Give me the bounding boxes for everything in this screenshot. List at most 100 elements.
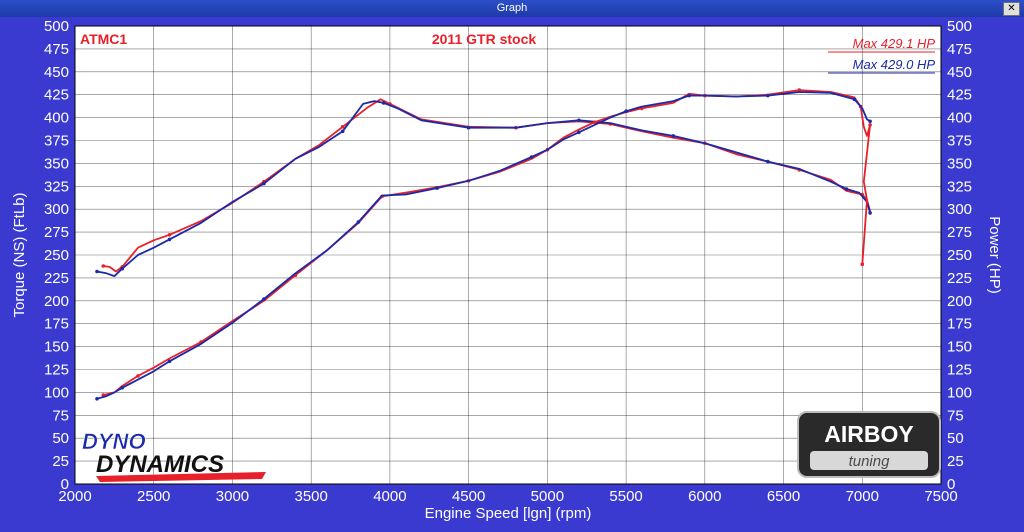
right-y-tick-label: 450 — [947, 64, 972, 81]
data-point-red-power — [136, 374, 140, 378]
series-lines — [95, 88, 872, 401]
data-point-blue-torque — [466, 125, 471, 130]
left-y-tick-label: 175 — [44, 316, 69, 333]
left-y-tick-label: 400 — [44, 110, 69, 127]
window-titlebar: Graph ✕ — [0, 0, 1024, 17]
x-tick-label: 5500 — [609, 488, 642, 505]
logo-tuning-text: tuning — [849, 453, 891, 470]
right-y-tick-label: 0 — [947, 476, 955, 493]
right-y-tick-label: 325 — [947, 178, 972, 195]
run-id-label: ATMC1 — [80, 31, 127, 47]
x-tick-label: 6500 — [767, 488, 800, 505]
close-button[interactable]: ✕ — [1003, 2, 1020, 16]
logo-swoosh-shape — [96, 472, 266, 482]
data-point-blue-torque — [95, 269, 99, 274]
data-point-blue-power — [262, 297, 266, 301]
data-point-blue-power — [766, 93, 770, 98]
data-point-blue-power — [868, 119, 872, 124]
left-y-tick-label: 275 — [44, 224, 69, 241]
left-y-tick-label: 425 — [44, 87, 69, 104]
left-y-tick-label: 125 — [44, 362, 69, 379]
left-y-tick-label: 375 — [44, 133, 69, 150]
right-y-tick-label: 100 — [947, 384, 972, 401]
right-y-tick-label: 250 — [947, 247, 972, 264]
logo-airboy-text: AIRBOY — [824, 421, 913, 447]
series-blue-torque — [96, 100, 871, 277]
right-y-tick-label: 25 — [947, 453, 964, 470]
right-y-tick-label: 400 — [947, 110, 972, 127]
data-point-blue-power — [624, 109, 628, 113]
right-y-axis-label: Power (HP) — [986, 216, 1003, 294]
left-y-tick-label: 350 — [44, 155, 69, 172]
left-y-axis-label: Torque (NS) (FtLb) — [11, 192, 28, 317]
legend: Max 429.1 HP Max 429.0 HP — [828, 36, 936, 74]
legend-entry-red: Max 429.1 HP — [853, 36, 936, 51]
data-point-blue-torque — [381, 101, 386, 105]
data-point-blue-torque — [167, 237, 172, 242]
data-point-red-power — [797, 88, 802, 92]
data-point-red-power — [860, 262, 865, 266]
x-tick-label: 4500 — [452, 488, 485, 505]
data-point-red-torque — [167, 233, 172, 237]
data-point-red-power — [592, 120, 597, 124]
x-tick-label: 2500 — [137, 488, 170, 505]
right-y-tick-label: 175 — [947, 316, 972, 333]
left-y-tick-label: 200 — [44, 293, 69, 310]
left-y-tick-label: 100 — [44, 384, 69, 401]
left-y-tick-label: 0 — [61, 476, 69, 493]
data-point-blue-power — [167, 359, 172, 364]
left-y-tick-label: 475 — [44, 41, 69, 58]
window-title: Graph — [496, 2, 528, 14]
x-axis-ticks: 2000 2500 3000 3500 4000 4500 5000 5500 6000 6500… — [58, 488, 957, 505]
logo-tuning-bar-shape — [810, 451, 928, 470]
data-point-blue-power — [95, 397, 99, 401]
data-point-blue-torque — [766, 159, 770, 164]
dyno-chart: 2000 2500 3000 3500 4000 4500 5000 5500 6000 6500… — [11, 18, 1003, 522]
left-y-tick-label: 25 — [52, 453, 69, 470]
data-point-blue-power — [577, 130, 581, 135]
logo-dyno-text: DYNO — [82, 429, 146, 454]
right-y-tick-label: 200 — [947, 293, 972, 310]
right-y-tick-label: 375 — [947, 133, 972, 150]
right-y-tick-label: 150 — [947, 339, 972, 356]
x-tick-label: 4000 — [373, 488, 406, 505]
chart-title: 2011 GTR stock — [432, 31, 536, 47]
left-y-tick-label: 500 — [44, 18, 69, 35]
right-y-axis-ticks: 0 25 50 75 100 125 150 175 200 225 250 275 300 325 350… — [947, 18, 972, 493]
left-y-tick-label: 450 — [44, 64, 69, 81]
data-point-blue-power — [852, 97, 857, 102]
left-y-tick-label: 150 — [44, 339, 69, 356]
left-y-tick-label: 250 — [44, 247, 69, 264]
legend-entry-blue: Max 429.0 HP — [853, 57, 936, 72]
data-point-blue-power — [120, 386, 124, 390]
left-y-tick-label: 325 — [44, 178, 69, 195]
left-y-tick-label: 50 — [52, 430, 69, 447]
left-y-tick-label: 225 — [44, 270, 69, 287]
right-y-tick-label: 475 — [947, 41, 972, 58]
right-y-tick-label: 75 — [947, 407, 964, 424]
x-tick-label: 2000 — [58, 488, 91, 505]
right-y-tick-label: 425 — [947, 87, 972, 104]
right-y-tick-label: 275 — [947, 224, 972, 241]
right-y-tick-label: 500 — [947, 18, 972, 35]
data-point-blue-torque — [340, 129, 345, 134]
data-point-blue-torque — [262, 181, 266, 186]
data-point-blue-torque — [844, 187, 849, 191]
right-y-tick-label: 225 — [947, 270, 972, 287]
airboy-tuning-logo: AIRBOY tuning — [797, 411, 941, 478]
x-tick-label: 7000 — [846, 488, 879, 505]
right-y-tick-label: 50 — [947, 430, 964, 447]
x-tick-label: 6000 — [688, 488, 721, 505]
data-point-blue-torque — [868, 211, 872, 215]
right-y-tick-label: 125 — [947, 362, 972, 379]
data-point-red-torque — [101, 264, 106, 268]
dyno-dynamics-logo: DYNO DYNAMICS — [82, 429, 266, 482]
right-y-tick-label: 300 — [947, 201, 972, 218]
data-point-blue-power — [356, 220, 361, 224]
x-axis-label: Engine Speed [lgn] (rpm) — [425, 505, 592, 522]
left-y-axis-ticks: 0 25 50 75 100 125 150 175 200 225 250 275 300 325 350… — [44, 18, 69, 493]
x-tick-label: 3500 — [294, 488, 327, 505]
data-point-blue-torque — [120, 266, 124, 271]
data-point-blue-torque — [577, 118, 581, 123]
